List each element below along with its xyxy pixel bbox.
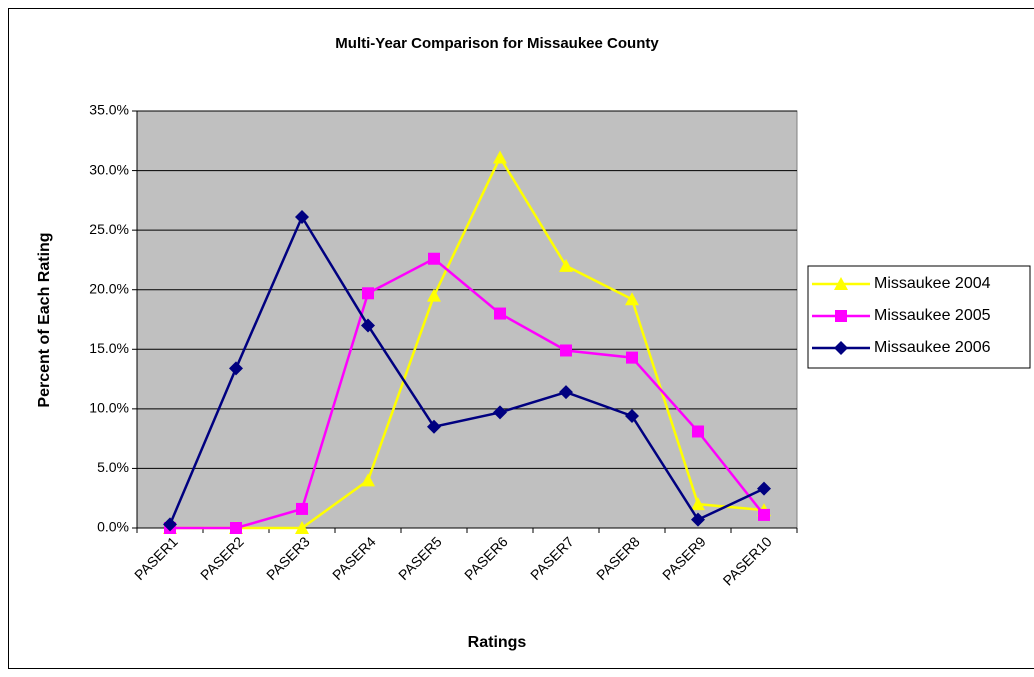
data-point bbox=[559, 385, 573, 400]
data-point bbox=[361, 473, 375, 487]
data-point bbox=[296, 502, 308, 515]
data-point bbox=[757, 481, 771, 496]
chart-title: Multi-Year Comparison for Missaukee Coun… bbox=[335, 35, 659, 52]
data-point bbox=[560, 344, 572, 357]
data-point bbox=[758, 508, 770, 521]
data-point bbox=[427, 419, 441, 434]
data-point bbox=[427, 288, 441, 302]
y-tick-label: 20.0% bbox=[89, 280, 129, 296]
y-tick-label: 30.0% bbox=[89, 161, 129, 177]
data-point bbox=[692, 425, 704, 438]
data-point bbox=[361, 318, 375, 333]
y-tick-label: 15.0% bbox=[89, 340, 129, 356]
data-point bbox=[428, 252, 440, 265]
data-point bbox=[691, 512, 705, 527]
data-point bbox=[163, 517, 177, 532]
y-tick-label: 35.0% bbox=[89, 102, 129, 118]
data-point bbox=[625, 292, 639, 306]
data-point bbox=[493, 405, 507, 420]
series-line bbox=[170, 154, 765, 530]
data-point bbox=[559, 258, 573, 272]
data-point bbox=[229, 361, 243, 376]
legend-marker bbox=[835, 310, 847, 322]
y-tick-label: 5.0% bbox=[97, 459, 129, 475]
data-point bbox=[626, 351, 638, 364]
data-point bbox=[691, 497, 705, 511]
data-point bbox=[230, 522, 242, 534]
series-line bbox=[168, 214, 765, 525]
data-point bbox=[362, 287, 374, 300]
legend-marker bbox=[834, 277, 848, 290]
data-point bbox=[625, 409, 639, 424]
legend-marker bbox=[834, 341, 848, 355]
legend-label: Missaukee 2005 bbox=[874, 307, 991, 324]
plot-area bbox=[136, 110, 798, 529]
legend-label: Missaukee 2004 bbox=[874, 275, 991, 292]
data-point bbox=[295, 521, 309, 534]
y-axis-title: Percent of Each Rating bbox=[36, 232, 53, 407]
data-point bbox=[493, 150, 507, 164]
legend-label: Missaukee 2006 bbox=[874, 339, 991, 356]
data-point bbox=[295, 210, 309, 225]
y-tick-label: 0.0% bbox=[97, 519, 129, 535]
y-tick-label: 10.0% bbox=[89, 400, 129, 416]
y-tick-label: 25.0% bbox=[89, 221, 129, 237]
series-line bbox=[170, 257, 765, 530]
data-point bbox=[494, 307, 506, 320]
x-axis-title: Ratings bbox=[468, 634, 527, 651]
